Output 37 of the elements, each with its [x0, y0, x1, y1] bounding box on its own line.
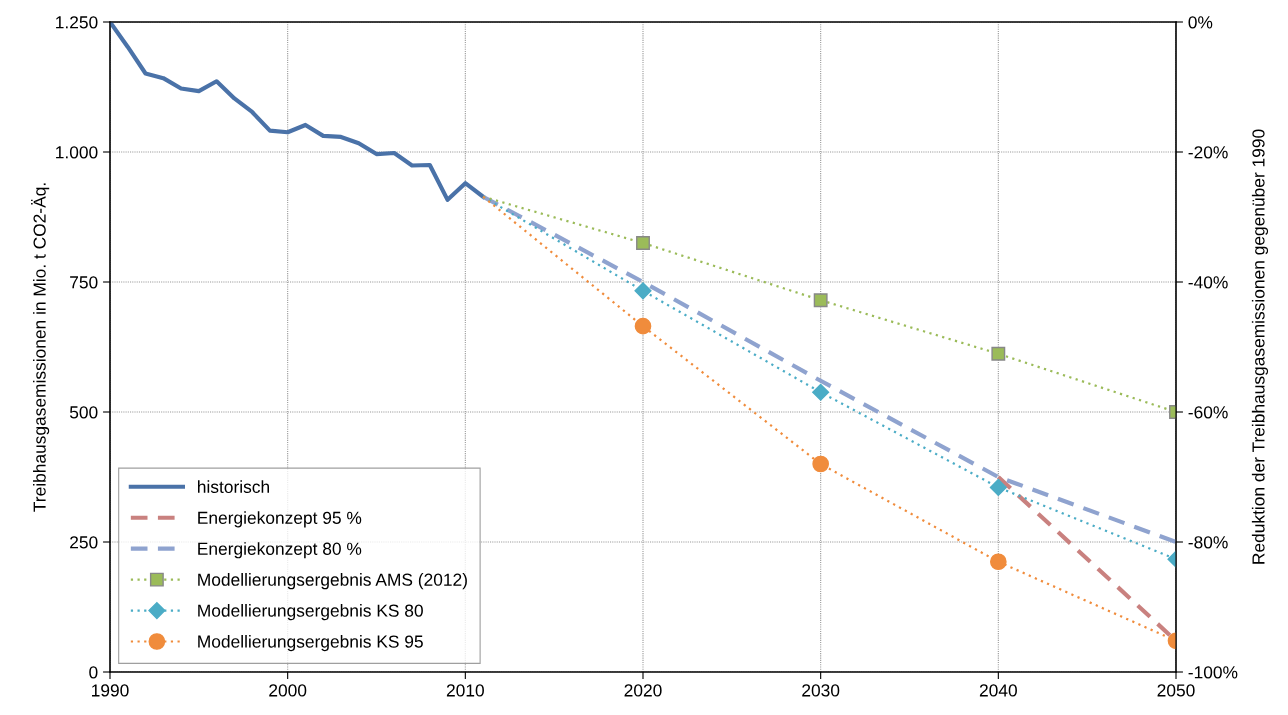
x-tick-label: 2040: [979, 684, 1017, 697]
y2-axis-title: Reduktion der Treibhausgasemissionen gegenüber 1990: [1251, 129, 1269, 564]
legend-label: Modellierungsergebnis KS 80: [198, 604, 423, 621]
x-tick-label: 2050: [1157, 684, 1195, 697]
y2-tick-label: -20%: [1188, 146, 1228, 159]
y-tick-label: 0: [89, 666, 98, 679]
y-axis-title: Treibhausgasemissionen in Mio. t CO2-Äq.: [31, 183, 50, 512]
point: [634, 282, 652, 300]
point: [812, 383, 830, 401]
point: [989, 553, 1007, 571]
point: [636, 236, 650, 250]
x-tick-label: 2020: [624, 684, 662, 697]
point: [991, 346, 1006, 361]
y-tick-label: 1.250: [56, 16, 98, 29]
point: [812, 455, 830, 473]
y-tick-label: 750: [70, 276, 98, 289]
legend-label: Modellierungsergebnis KS 95: [198, 634, 423, 652]
legend-label: Energiekonzept 80 %: [198, 542, 362, 559]
y-tick-label: 250: [70, 536, 98, 549]
legend-label: Modellierungsergebnis AMS (2012): [198, 573, 467, 590]
point: [989, 478, 1007, 496]
x-tick-label: 1990: [92, 684, 129, 697]
point: [634, 317, 652, 335]
y-tick-label: 500: [69, 406, 98, 419]
x-tick-label: 2030: [802, 684, 840, 697]
y2-tick-label: -80%: [1188, 536, 1228, 549]
y2-tick-label: -40%: [1188, 276, 1228, 289]
line-series: [110, 22, 486, 202]
legend-label: historisch: [198, 480, 270, 494]
y2-tick-label: 0%: [1188, 16, 1213, 29]
y2-tick-label: -100%: [1188, 666, 1238, 679]
y-tick-label: 1.000: [56, 146, 98, 159]
x-tick-label: 2000: [269, 684, 307, 697]
point: [813, 293, 828, 308]
x-tick-label: 2010: [446, 684, 484, 697]
legend-label: Energiekonzept 95 %: [198, 511, 362, 528]
y2-tick-label: -60%: [1188, 406, 1228, 419]
